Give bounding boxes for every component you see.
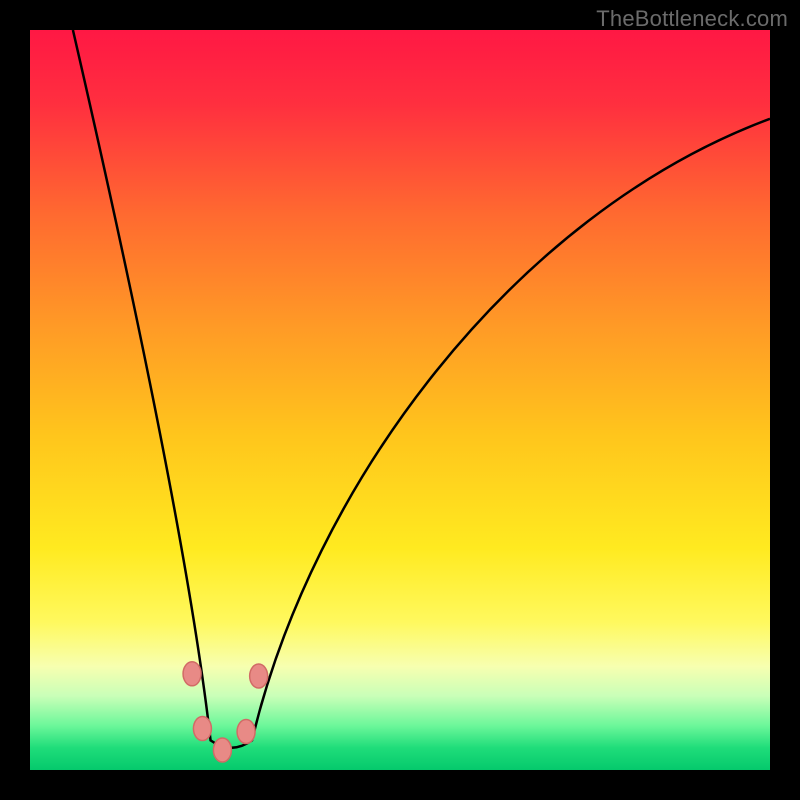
trough-marker [213, 738, 231, 762]
chart-canvas: TheBottleneck.com [0, 0, 800, 800]
watermark-text: TheBottleneck.com [596, 6, 788, 32]
trough-marker [250, 664, 268, 688]
trough-marker [183, 662, 201, 686]
trough-marker [193, 717, 211, 741]
trough-marker [237, 720, 255, 744]
chart-svg [0, 0, 800, 800]
plot-background [30, 30, 770, 770]
